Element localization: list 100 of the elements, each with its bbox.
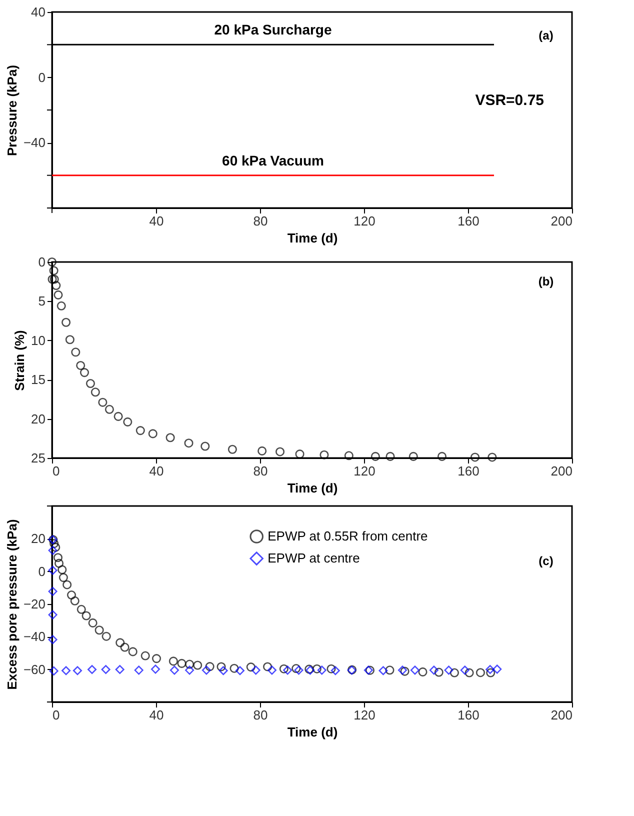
- point: [70, 596, 80, 606]
- point: [251, 666, 260, 675]
- point: [48, 546, 58, 555]
- y-axis-title: Pressure (kPa): [4, 64, 20, 156]
- x-tick-label: 40: [149, 708, 164, 722]
- point: [48, 635, 58, 644]
- point: [66, 590, 76, 600]
- y-tick-label: 20: [31, 531, 46, 546]
- x-tick-label: 120: [354, 464, 376, 478]
- y-tick-label: 0: [38, 70, 46, 85]
- point: [292, 664, 301, 674]
- point: [72, 666, 82, 676]
- point: [49, 266, 58, 276]
- point: [102, 632, 111, 641]
- point: [62, 666, 71, 676]
- point: [263, 662, 272, 672]
- y-axis-title: Strain (%): [12, 330, 28, 391]
- point: [140, 651, 150, 660]
- point: [48, 610, 58, 620]
- point: [230, 664, 239, 673]
- point: [62, 318, 71, 327]
- y-tick-label: 0: [38, 254, 46, 270]
- legend-label: EPWP at 0.55R from centre: [268, 528, 428, 544]
- point: [258, 446, 267, 456]
- x-tick-label: 40: [149, 464, 164, 478]
- point: [216, 662, 226, 672]
- point: [56, 301, 66, 310]
- point: [275, 447, 285, 456]
- y-tick-label: 25: [31, 450, 46, 466]
- point: [279, 664, 288, 674]
- point: [148, 429, 158, 438]
- point: [65, 335, 74, 344]
- y-tick-label: −40: [23, 135, 46, 150]
- x-tick-label: 160: [458, 708, 480, 722]
- point: [128, 647, 138, 656]
- annotation: (a): [538, 28, 554, 43]
- point: [48, 586, 58, 596]
- point: [136, 426, 145, 436]
- point: [86, 379, 96, 388]
- point: [166, 433, 175, 442]
- x-tick-label: 200: [550, 464, 572, 478]
- series-label: 20 kPa Surcharge: [214, 22, 332, 38]
- point: [398, 666, 408, 675]
- point: [317, 666, 326, 675]
- x-tick-label: 200: [550, 214, 572, 228]
- point: [62, 580, 72, 590]
- point: [184, 438, 194, 448]
- point: [51, 542, 60, 552]
- point: [202, 666, 211, 675]
- x-tick-label: 40: [149, 214, 164, 228]
- x-tick-label: 160: [458, 464, 480, 478]
- x-axis-title: Time (d): [287, 230, 338, 246]
- annotation: (b): [538, 274, 554, 289]
- point: [185, 666, 194, 675]
- point: [434, 668, 444, 677]
- point: [386, 452, 395, 461]
- x-tick-label: 120: [354, 708, 376, 722]
- point: [492, 664, 502, 674]
- point: [235, 666, 245, 676]
- point: [378, 666, 388, 676]
- point: [50, 274, 59, 284]
- point: [488, 452, 497, 462]
- point: [193, 660, 202, 670]
- point: [48, 274, 57, 284]
- point: [88, 664, 97, 674]
- x-tick-label: 160: [458, 214, 480, 228]
- point: [437, 452, 447, 461]
- point: [76, 360, 86, 370]
- point: [370, 452, 380, 461]
- point: [464, 668, 474, 678]
- point: [71, 348, 80, 357]
- point: [76, 604, 86, 614]
- point: [400, 666, 410, 676]
- point: [58, 565, 67, 574]
- point: [330, 666, 340, 676]
- point: [54, 290, 63, 300]
- point: [168, 656, 178, 666]
- x-tick-label: 0: [52, 708, 60, 722]
- point: [410, 666, 420, 675]
- annotation: (c): [538, 554, 554, 568]
- point: [385, 666, 394, 675]
- point: [98, 398, 108, 407]
- y-tick-label: 20: [31, 411, 46, 426]
- point: [200, 442, 210, 451]
- annotation: VSR=0.75: [475, 92, 544, 110]
- x-axis-title: Time (d): [287, 480, 338, 496]
- point: [104, 404, 114, 414]
- y-tick-label: 5: [38, 294, 46, 309]
- point: [320, 450, 329, 460]
- point: [150, 664, 160, 674]
- point: [90, 388, 100, 397]
- point: [115, 664, 124, 674]
- point: [267, 666, 276, 675]
- x-tick-label: 120: [354, 214, 376, 228]
- point: [94, 626, 104, 635]
- point: [460, 666, 470, 675]
- series-label: 60 kPa Vacuum: [222, 152, 324, 168]
- point: [50, 539, 59, 548]
- point: [116, 638, 125, 648]
- point: [218, 666, 228, 676]
